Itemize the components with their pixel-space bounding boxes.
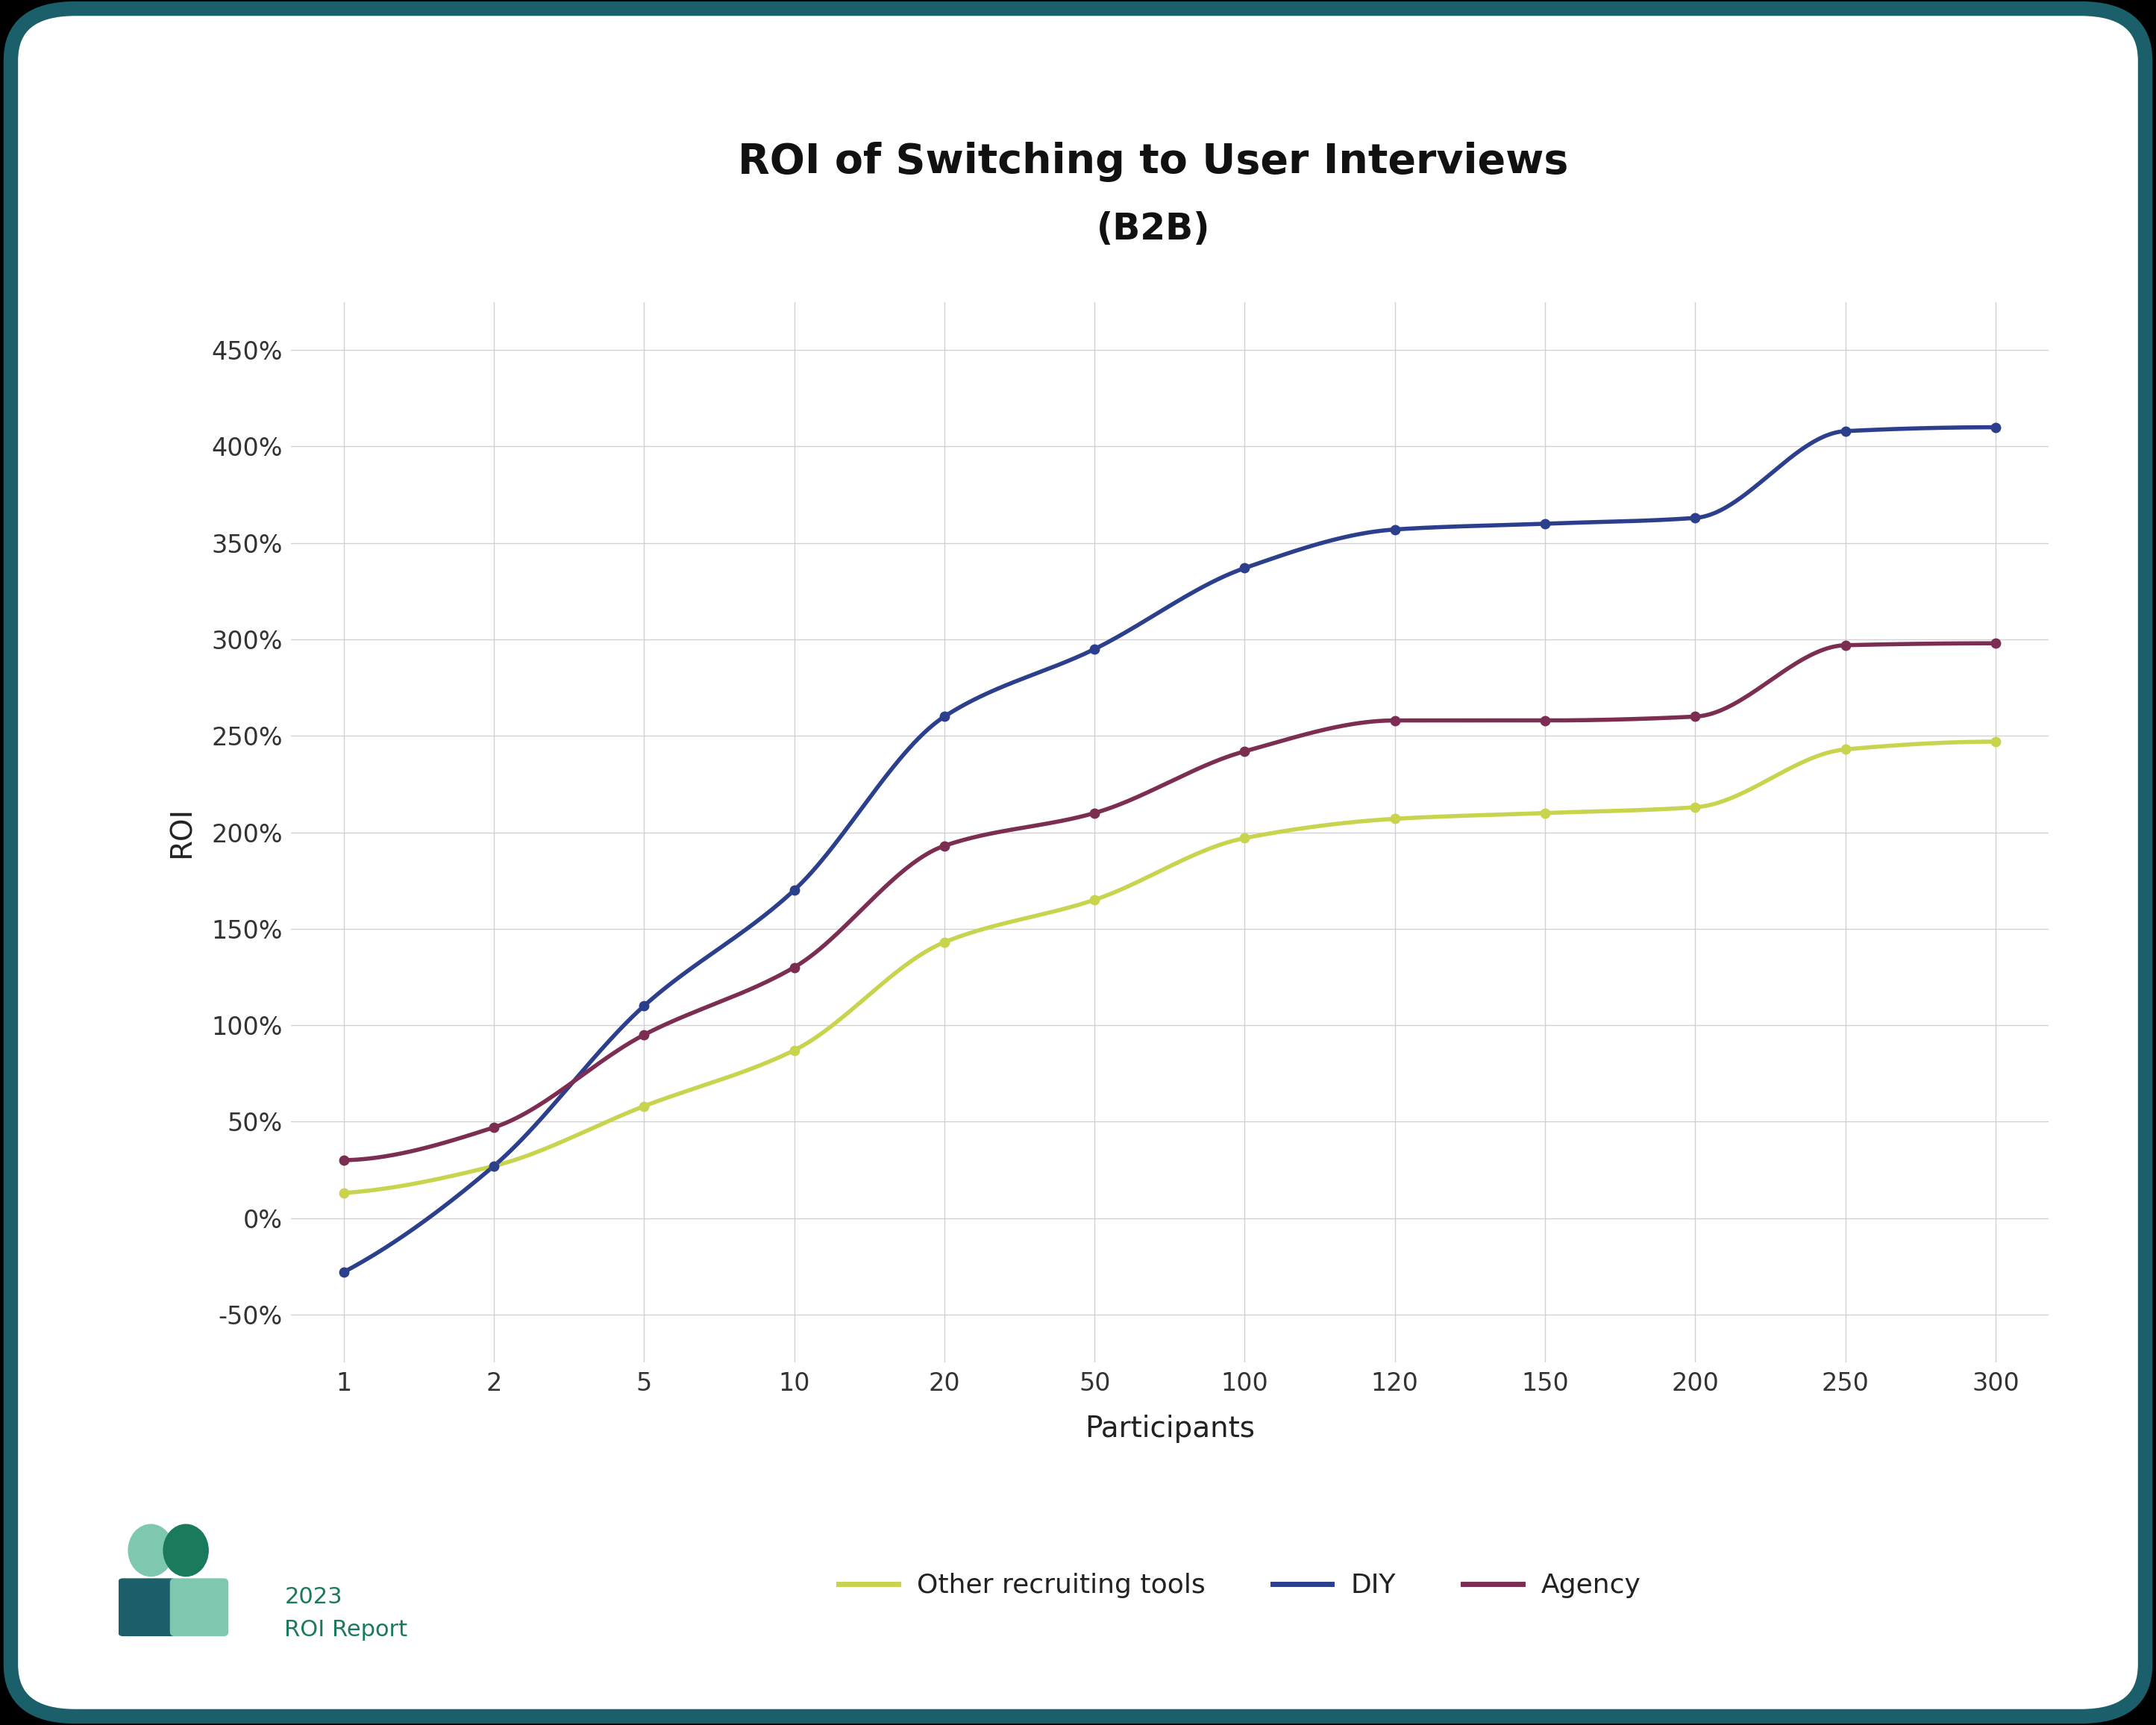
Legend: Other recruiting tools, DIY, Agency: Other recruiting tools, DIY, Agency — [828, 1563, 1651, 1609]
FancyBboxPatch shape — [119, 1578, 177, 1635]
Text: (B2B): (B2B) — [1097, 212, 1210, 247]
FancyBboxPatch shape — [170, 1578, 229, 1635]
Text: 2023: 2023 — [285, 1587, 343, 1608]
Ellipse shape — [164, 1525, 209, 1577]
Y-axis label: ROI: ROI — [168, 807, 196, 857]
Text: ROI of Switching to User Interviews: ROI of Switching to User Interviews — [737, 141, 1570, 183]
X-axis label: Participants: Participants — [1084, 1414, 1255, 1442]
Ellipse shape — [129, 1525, 172, 1577]
Text: ROI Report: ROI Report — [285, 1620, 407, 1640]
FancyBboxPatch shape — [11, 9, 2145, 1716]
